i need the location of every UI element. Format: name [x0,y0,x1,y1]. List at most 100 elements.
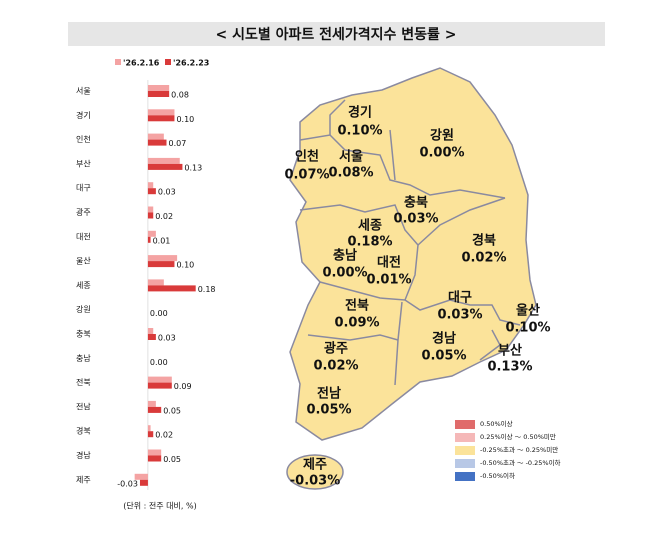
value-label: 0.10 [176,115,194,124]
category-label: 경기 [76,110,91,120]
bar [147,279,164,286]
category-label: 서울 [76,87,91,96]
region-value: 0.05% [306,403,351,418]
value-label: -0.03 [117,479,138,488]
region-name: 인천 [295,149,319,165]
border [299,134,506,199]
bar [147,85,170,91]
region-value: 0.00% [322,266,367,281]
map-legend-swatch [455,446,475,455]
region-value: 0.07% [284,168,329,183]
bar [147,449,162,456]
region-name: 경기 [348,105,372,121]
category-label: 경남 [76,450,91,460]
map-legend-swatch [455,459,475,468]
region-name: 대전 [377,255,401,271]
region-value: 0.10% [337,124,382,139]
bar [147,431,154,438]
bar [147,425,151,432]
map-legend-swatch [455,472,475,481]
map-legend-label: 0.50%이상 [480,419,513,428]
region-value: 0.09% [334,316,379,331]
bar [147,139,167,146]
value-label: 0.00 [150,358,168,367]
border [329,99,346,135]
bar [147,334,156,340]
bar [147,133,164,140]
title-bar [68,22,605,46]
bar [147,376,172,383]
value-label: 0.02 [155,212,173,221]
value-label: 0.10 [176,261,194,270]
bar [147,206,154,213]
border [479,329,501,361]
border [417,197,506,246]
chart-title: < 시도별 아파트 전세가격지수 변동률 > [215,26,456,43]
category-label: 경북 [76,426,91,436]
region-value: 0.18% [347,235,392,250]
category-label: 인천 [76,134,91,144]
region-name: 세종 [358,219,382,234]
map-legend-label: 0.25%이상 ～ 0.50%미만 [480,432,556,441]
bar [147,157,180,164]
bar [147,328,154,334]
region-value: -0.03% [290,474,341,489]
region-name: 경북 [472,233,496,249]
bar [147,261,175,268]
category-label: 광주 [76,207,91,217]
bar [147,255,178,262]
value-label: 0.09 [174,382,192,391]
bar [147,406,162,413]
category-label: 대전 [76,231,91,241]
category-label: 충북 [76,330,91,339]
bar [147,382,172,389]
value-label: 0.05 [163,455,181,464]
category-label: 전북 [76,377,91,387]
region-name: 대구 [448,291,472,306]
region-value: 0.02% [461,251,506,266]
legend-label: '26.2.23 [173,59,209,68]
unit-note: (단위 : 전주 대비, %) [123,501,196,511]
bar [147,212,154,219]
bar [147,91,170,97]
bar [147,115,175,122]
bar [147,236,151,243]
region-name: 울산 [516,303,540,319]
legend-swatch [115,59,121,65]
bar [147,109,175,116]
bar [147,163,183,170]
region-value: 0.13% [487,360,532,375]
map-legend-label: -0.50%이하 [480,471,515,480]
region-value: 0.00% [419,146,464,161]
value-label: 0.03 [158,334,176,343]
region-value: 0.05% [421,349,466,364]
region-value: 0.01% [366,273,411,288]
value-label: 0.07 [169,139,187,148]
region-name: 경남 [432,331,456,347]
value-label: 0.13 [184,163,202,172]
bar [139,479,148,486]
value-label: 0.18 [198,285,216,294]
region-name: 강원 [430,128,454,144]
jeju [286,454,344,490]
value-label: 0.08 [171,91,189,100]
category-label: 강원 [76,304,91,314]
value-label: 0.05 [163,406,181,415]
bar [147,182,154,189]
value-label: 0.01 [153,236,171,245]
bar [147,285,196,292]
value-label: 0.00 [150,309,168,318]
region-value: 0.03% [437,308,482,323]
region-value: 0.08% [328,166,373,181]
map-legend-label: -0.50%초과 ～ -0.25%이하 [480,458,561,467]
value-label: 0.02 [155,431,173,440]
region-value: 0.03% [393,212,438,227]
bar [134,473,148,480]
region-name: 전북 [345,298,369,314]
border [404,299,521,326]
bar [147,400,156,407]
legend-swatch [165,59,171,65]
map-legend-swatch [455,420,475,429]
region-name: 서울 [339,149,363,165]
